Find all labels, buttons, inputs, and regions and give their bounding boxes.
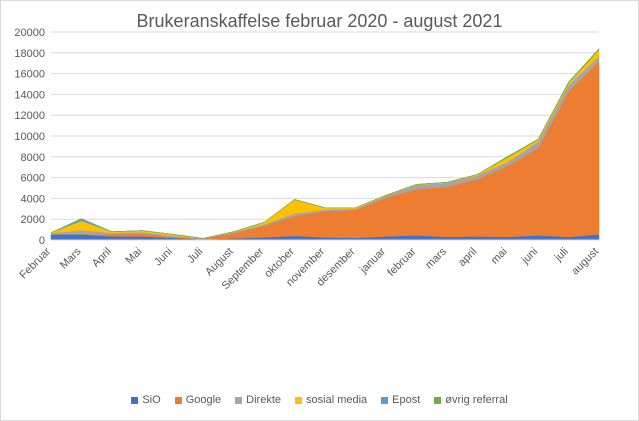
legend-label: Epost [392,394,421,406]
x-tick-label: april [456,246,479,269]
chart-plot: 0 2000 4000 6000 8000 10000 12000 14000 16000 180… [14,27,601,292]
legend-label: SiO [142,394,161,406]
legend-swatch [295,396,303,404]
x-tick-label: Februar [17,245,53,281]
x-tick-label: august [569,246,601,278]
y-tick-label: 4000 [21,193,45,205]
y-tick-label: 16000 [14,69,45,81]
area-series [50,47,600,241]
legend-item: Google [174,394,222,406]
x-tick-label: juni [519,246,540,267]
legend-item: Direkte [235,394,281,406]
legend-swatch [174,396,182,404]
x-tick-label: juli [552,246,571,265]
legend-swatch [131,396,139,404]
y-tick-label: 14000 [14,89,45,101]
y-tick-label: 0 [39,235,45,247]
y-tick-label: 18000 [14,48,45,60]
x-tick-label: mars [423,245,449,271]
x-tick-label: Mars [58,245,84,271]
chart-title: Brukeranskaffelse februar 2020 - august … [136,11,503,31]
legend-swatch [434,396,442,404]
area-series-1 [51,61,600,240]
legend-item: Epost [381,394,420,406]
y-tick-label: 8000 [21,152,45,164]
x-tick-label: februar [385,245,418,278]
x-tick-label: Juli [185,246,205,266]
legend-label: Google [185,394,222,406]
legend-item: SiO [131,394,161,406]
legend-swatch [381,396,389,404]
area-series-5 [50,47,600,239]
y-tick-label: 2000 [21,214,45,226]
y-tick-label: 12000 [14,110,45,122]
x-tick-label: januar [357,245,388,276]
x-tick-label: Mai [123,246,144,267]
y-tick-label: 10000 [14,131,45,143]
legend-label: Direkte [246,394,282,406]
legend-item: sosial media [295,394,367,406]
legend-item: øvrig referral [434,394,508,406]
chart-legend: SiO Google Direkte sosial media Epost øvrig r… [1,394,638,406]
legend-label: sosial media [306,394,368,406]
x-tick-label: mai [489,246,510,267]
legend-swatch [235,396,243,404]
x-tick-label: Juni [152,246,175,269]
y-tick-label: 20000 [14,27,45,39]
x-tick-label: April [90,246,114,270]
y-tick-label: 6000 [21,173,45,185]
legend-label: øvrig referral [445,394,508,406]
